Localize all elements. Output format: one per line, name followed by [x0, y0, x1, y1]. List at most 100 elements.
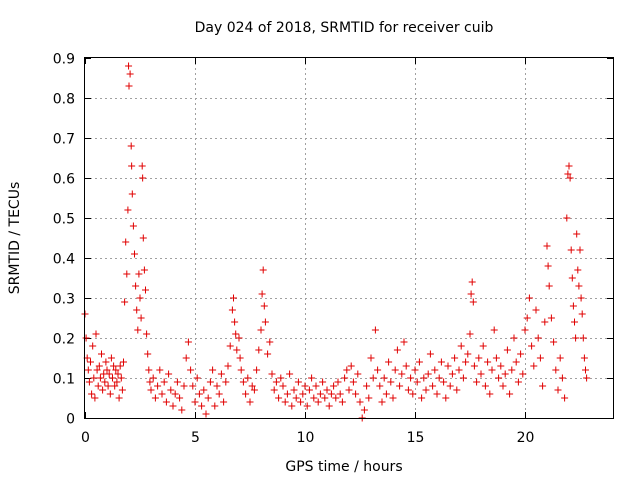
data-point — [297, 398, 305, 406]
data-point — [440, 378, 448, 386]
data-point — [182, 354, 190, 362]
data-point — [521, 326, 529, 334]
data-point — [327, 390, 335, 398]
data-point — [140, 266, 148, 274]
data-point — [84, 366, 92, 374]
data-point — [116, 362, 124, 370]
data-point — [268, 370, 276, 378]
data-point — [283, 390, 291, 398]
data-point — [528, 342, 536, 350]
data-point — [404, 386, 412, 394]
data-point — [106, 390, 114, 398]
data-point — [96, 374, 104, 382]
data-point — [561, 394, 569, 402]
y-tick-label: 0.7 — [53, 132, 75, 148]
data-point — [371, 326, 379, 334]
data-point — [299, 390, 307, 398]
data-point — [550, 338, 558, 346]
data-point — [532, 306, 540, 314]
data-point — [102, 358, 110, 366]
data-point — [332, 394, 340, 402]
data-point — [117, 374, 125, 382]
data-point — [473, 378, 481, 386]
data-point — [303, 402, 311, 410]
data-point — [314, 398, 322, 406]
data-point — [93, 366, 101, 374]
data-point — [118, 386, 126, 394]
data-point — [151, 394, 159, 402]
plot-frame — [84, 57, 614, 419]
data-point — [363, 382, 371, 390]
y-axis-label: SRMTID / TECUs — [7, 182, 23, 295]
data-point — [209, 366, 217, 374]
data-point — [134, 326, 142, 334]
data-point — [554, 386, 562, 394]
data-point — [226, 342, 234, 350]
data-point — [319, 378, 327, 386]
data-point — [198, 402, 206, 410]
data-point — [145, 366, 153, 374]
data-point — [568, 274, 576, 282]
data-point — [431, 366, 439, 374]
data-point — [187, 366, 195, 374]
data-point — [275, 394, 283, 402]
data-point — [139, 234, 147, 242]
data-point — [165, 370, 173, 378]
data-point — [162, 398, 170, 406]
data-point — [451, 354, 459, 362]
data-point — [87, 358, 94, 366]
data-point — [536, 354, 544, 362]
data-point — [123, 270, 131, 278]
data-point — [330, 382, 338, 390]
data-point — [501, 370, 509, 378]
data-point — [160, 378, 168, 386]
data-point — [338, 398, 346, 406]
data-point — [539, 382, 547, 390]
data-point — [222, 378, 230, 386]
data-point — [457, 342, 465, 350]
data-point — [253, 366, 261, 374]
data-point — [215, 390, 223, 398]
data-point — [391, 366, 399, 374]
data-point — [488, 366, 496, 374]
data-point — [176, 394, 184, 402]
y-tick-label: 0.9 — [53, 52, 75, 68]
data-point — [477, 370, 485, 378]
x-axis-label: GPS time / hours — [285, 459, 402, 475]
data-point — [125, 82, 133, 90]
data-point — [418, 394, 426, 402]
data-point — [126, 70, 134, 78]
data-point — [246, 398, 254, 406]
data-point — [301, 382, 309, 390]
data-point — [286, 370, 294, 378]
data-point — [545, 282, 553, 290]
data-point — [349, 378, 357, 386]
y-tick-label: 0.3 — [53, 292, 75, 308]
data-point — [566, 174, 574, 182]
data-point — [514, 378, 522, 386]
data-point — [420, 374, 428, 382]
y-tick-label: 0.4 — [53, 252, 75, 268]
data-point — [114, 370, 122, 378]
data-point — [564, 170, 572, 178]
data-point — [128, 190, 136, 198]
data-point — [98, 350, 105, 358]
data-point — [138, 162, 146, 170]
data-point — [365, 394, 373, 402]
data-point — [264, 350, 272, 358]
data-point — [305, 386, 313, 394]
data-point — [316, 390, 324, 398]
data-point — [277, 374, 285, 382]
data-point — [200, 386, 208, 394]
data-point — [544, 262, 552, 270]
data-point — [448, 370, 456, 378]
data-point — [575, 282, 583, 290]
data-point — [171, 390, 179, 398]
data-point — [565, 162, 573, 170]
x-tick-label: 5 — [191, 430, 200, 446]
data-point — [92, 330, 100, 338]
data-point — [583, 374, 591, 382]
data-point — [356, 398, 364, 406]
data-point — [325, 402, 333, 410]
data-point — [94, 382, 102, 390]
